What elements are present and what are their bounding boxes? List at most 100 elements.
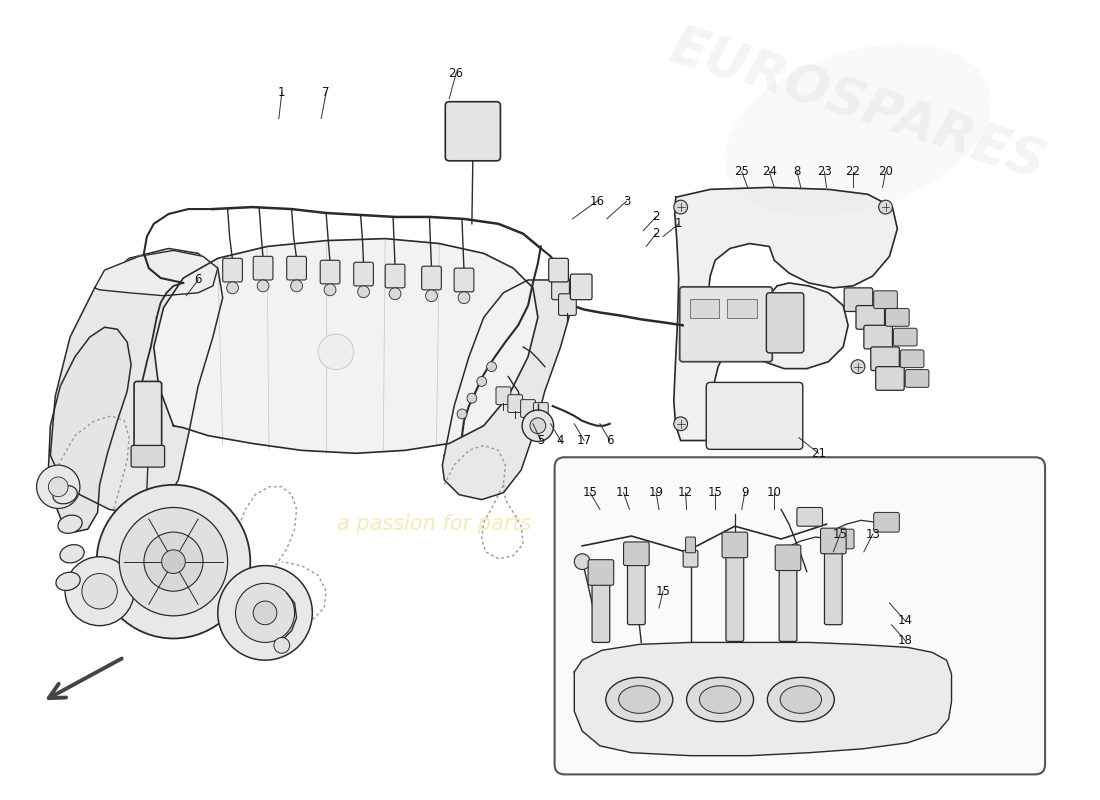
FancyBboxPatch shape: [627, 562, 646, 625]
Text: 23: 23: [817, 165, 832, 178]
Circle shape: [389, 288, 402, 300]
Text: 8: 8: [793, 165, 801, 178]
Circle shape: [324, 284, 336, 296]
FancyBboxPatch shape: [821, 528, 846, 554]
Polygon shape: [154, 238, 538, 454]
Circle shape: [458, 292, 470, 304]
FancyBboxPatch shape: [534, 402, 548, 420]
FancyBboxPatch shape: [779, 566, 796, 642]
Text: 3: 3: [623, 194, 630, 208]
Circle shape: [486, 362, 496, 371]
FancyBboxPatch shape: [385, 264, 405, 288]
FancyBboxPatch shape: [680, 287, 772, 362]
Text: 13: 13: [866, 527, 880, 541]
Text: 12: 12: [678, 486, 693, 499]
Ellipse shape: [768, 678, 834, 722]
FancyBboxPatch shape: [796, 507, 823, 526]
Circle shape: [81, 574, 118, 609]
Ellipse shape: [686, 678, 754, 722]
FancyBboxPatch shape: [683, 550, 697, 567]
FancyBboxPatch shape: [905, 370, 928, 387]
Circle shape: [65, 557, 134, 626]
FancyBboxPatch shape: [222, 258, 242, 282]
FancyBboxPatch shape: [856, 306, 884, 330]
Circle shape: [48, 477, 68, 497]
Text: 6: 6: [606, 434, 614, 447]
Circle shape: [851, 360, 865, 374]
FancyBboxPatch shape: [776, 545, 801, 570]
Ellipse shape: [700, 686, 740, 714]
FancyBboxPatch shape: [354, 262, 373, 286]
Circle shape: [36, 465, 80, 509]
FancyBboxPatch shape: [900, 350, 924, 368]
Circle shape: [468, 394, 476, 403]
Text: 1: 1: [675, 218, 682, 230]
Circle shape: [290, 280, 303, 292]
Text: 17: 17: [576, 434, 592, 447]
FancyBboxPatch shape: [726, 554, 744, 642]
Circle shape: [530, 418, 546, 434]
Circle shape: [574, 554, 590, 570]
Text: 18: 18: [898, 634, 913, 647]
FancyBboxPatch shape: [134, 382, 162, 451]
Text: 15: 15: [707, 486, 723, 499]
Text: 26: 26: [449, 66, 463, 80]
Text: 6: 6: [195, 274, 201, 286]
Text: 2: 2: [652, 210, 660, 223]
FancyBboxPatch shape: [864, 326, 892, 349]
FancyBboxPatch shape: [554, 458, 1045, 774]
Text: 22: 22: [846, 165, 860, 178]
FancyBboxPatch shape: [253, 256, 273, 280]
Text: a passion for parts: a passion for parts: [338, 514, 531, 534]
Ellipse shape: [53, 486, 77, 504]
FancyBboxPatch shape: [871, 347, 900, 370]
Circle shape: [227, 282, 239, 294]
FancyBboxPatch shape: [828, 529, 854, 549]
FancyBboxPatch shape: [571, 274, 592, 300]
FancyBboxPatch shape: [446, 102, 501, 161]
Ellipse shape: [618, 686, 660, 714]
Circle shape: [476, 377, 486, 386]
Ellipse shape: [59, 545, 84, 563]
Text: 15: 15: [583, 486, 597, 499]
FancyBboxPatch shape: [320, 260, 340, 284]
Ellipse shape: [725, 44, 991, 217]
FancyBboxPatch shape: [825, 550, 843, 625]
Circle shape: [218, 566, 312, 660]
Polygon shape: [95, 250, 218, 296]
Circle shape: [162, 550, 185, 574]
Text: 20: 20: [878, 165, 893, 178]
Circle shape: [458, 409, 468, 419]
Text: 14: 14: [898, 614, 913, 627]
Polygon shape: [51, 249, 222, 514]
Ellipse shape: [56, 572, 80, 590]
Text: 4: 4: [557, 434, 564, 447]
Text: 19: 19: [649, 486, 663, 499]
FancyBboxPatch shape: [287, 256, 307, 280]
Text: 5: 5: [537, 434, 544, 447]
FancyBboxPatch shape: [496, 387, 510, 405]
Ellipse shape: [780, 686, 822, 714]
Circle shape: [119, 507, 228, 616]
Polygon shape: [574, 642, 952, 756]
FancyBboxPatch shape: [588, 560, 614, 586]
FancyBboxPatch shape: [706, 382, 803, 450]
Circle shape: [358, 286, 370, 298]
Ellipse shape: [58, 515, 82, 534]
FancyBboxPatch shape: [685, 537, 695, 553]
Text: 25: 25: [735, 165, 749, 178]
Circle shape: [253, 601, 277, 625]
FancyBboxPatch shape: [844, 288, 872, 311]
FancyBboxPatch shape: [454, 268, 474, 292]
Circle shape: [879, 200, 892, 214]
Text: 21: 21: [811, 447, 826, 460]
Text: 16: 16: [590, 194, 605, 208]
Text: 7: 7: [322, 86, 330, 99]
Circle shape: [274, 638, 289, 654]
Text: 15: 15: [833, 527, 848, 541]
Polygon shape: [48, 327, 131, 532]
Text: 15: 15: [656, 585, 670, 598]
Circle shape: [257, 280, 270, 292]
FancyBboxPatch shape: [886, 309, 910, 326]
Text: 11: 11: [616, 486, 631, 499]
